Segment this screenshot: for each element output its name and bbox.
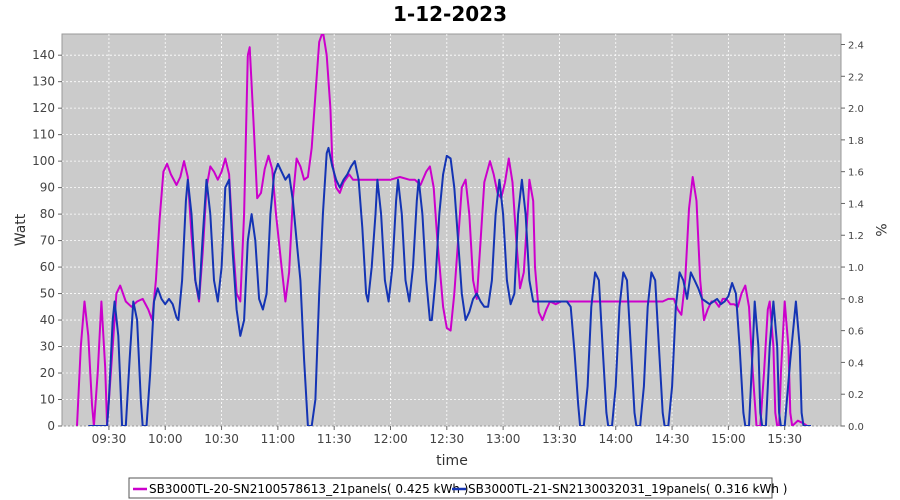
x-tick-label: 15:30 [767,432,802,446]
legend-label-series-1: SB3000TL-20-SN2100578613_21panels( 0.425… [149,482,468,496]
x-tick-label: 14:30 [655,432,690,446]
legend-label-series-2: SB3000TL-21-SN2130032031_19panels( 0.316… [468,482,787,496]
x-tick-label: 11:00 [261,432,296,446]
x-tick-label: 15:00 [711,432,746,446]
y2-axis-label: % [872,223,888,236]
series-line-2 [88,146,811,426]
y-tick-label: 70 [40,234,55,248]
y-tick-label: 110 [32,128,55,142]
y-axis-label: Watt [13,213,29,246]
y2-tick-label: 1.0 [848,263,864,274]
y2-tick-label: 1.4 [848,199,864,210]
x-tick-label: 13:00 [486,432,521,446]
y-tick-label: 40 [40,313,55,327]
y-tick-label: 130 [32,75,55,89]
legend-box [128,477,773,499]
y2-tick-label: 1.6 [848,168,864,179]
y2-tick-label: 0.4 [848,358,864,369]
x-tick-label: 14:00 [598,432,633,446]
y-tick-label: 90 [40,181,55,195]
axes: 09:30 10:00 10:30 11:00 11:30 12:00 12:30 13:00… [32,40,864,446]
y-tick-label: 60 [40,260,55,274]
y2-tick-label: 0.0 [848,422,864,433]
x-tick-label: 12:30 [430,432,465,446]
y-tick-label: 20 [40,366,55,380]
y-tick-label: 140 [32,48,55,62]
y2-tick-label: 0.8 [848,295,864,306]
x-axis-label: time [436,453,468,469]
x-tick-label: 10:30 [204,432,239,446]
y2-tick-label: 2.0 [848,104,864,115]
series-lines [76,34,811,426]
y2-tick-label: 0.2 [848,390,864,401]
plot-area [61,33,842,427]
y-tick-label: 30 [40,340,55,354]
chart-title: 1-12-2023 [393,2,507,26]
x-tick-label: 13:30 [542,432,577,446]
x-tick-label: 12:00 [373,432,408,446]
y2-tick-label: 1.8 [848,136,864,147]
y2-tick-label: 0.6 [848,327,864,338]
y2-tick-label: 2.2 [848,72,864,83]
y-tick-label: 50 [40,287,55,301]
y-tick-label: 10 [40,393,55,407]
y-tick-label: 80 [40,207,55,221]
y-tick-label: 0 [47,419,55,433]
x-tick-label: 09:30 [92,432,127,446]
x-tick-label: 11:30 [317,432,352,446]
y2-tick-label: 1.2 [848,231,864,242]
y2-tick-label: 2.4 [848,40,864,51]
x-tick-label: 10:00 [148,432,183,446]
legend: SB3000TL-20-SN2100578613_21panels( 0.425… [128,477,787,499]
y-tick-label: 120 [32,101,55,115]
y-tick-label: 100 [32,154,55,168]
